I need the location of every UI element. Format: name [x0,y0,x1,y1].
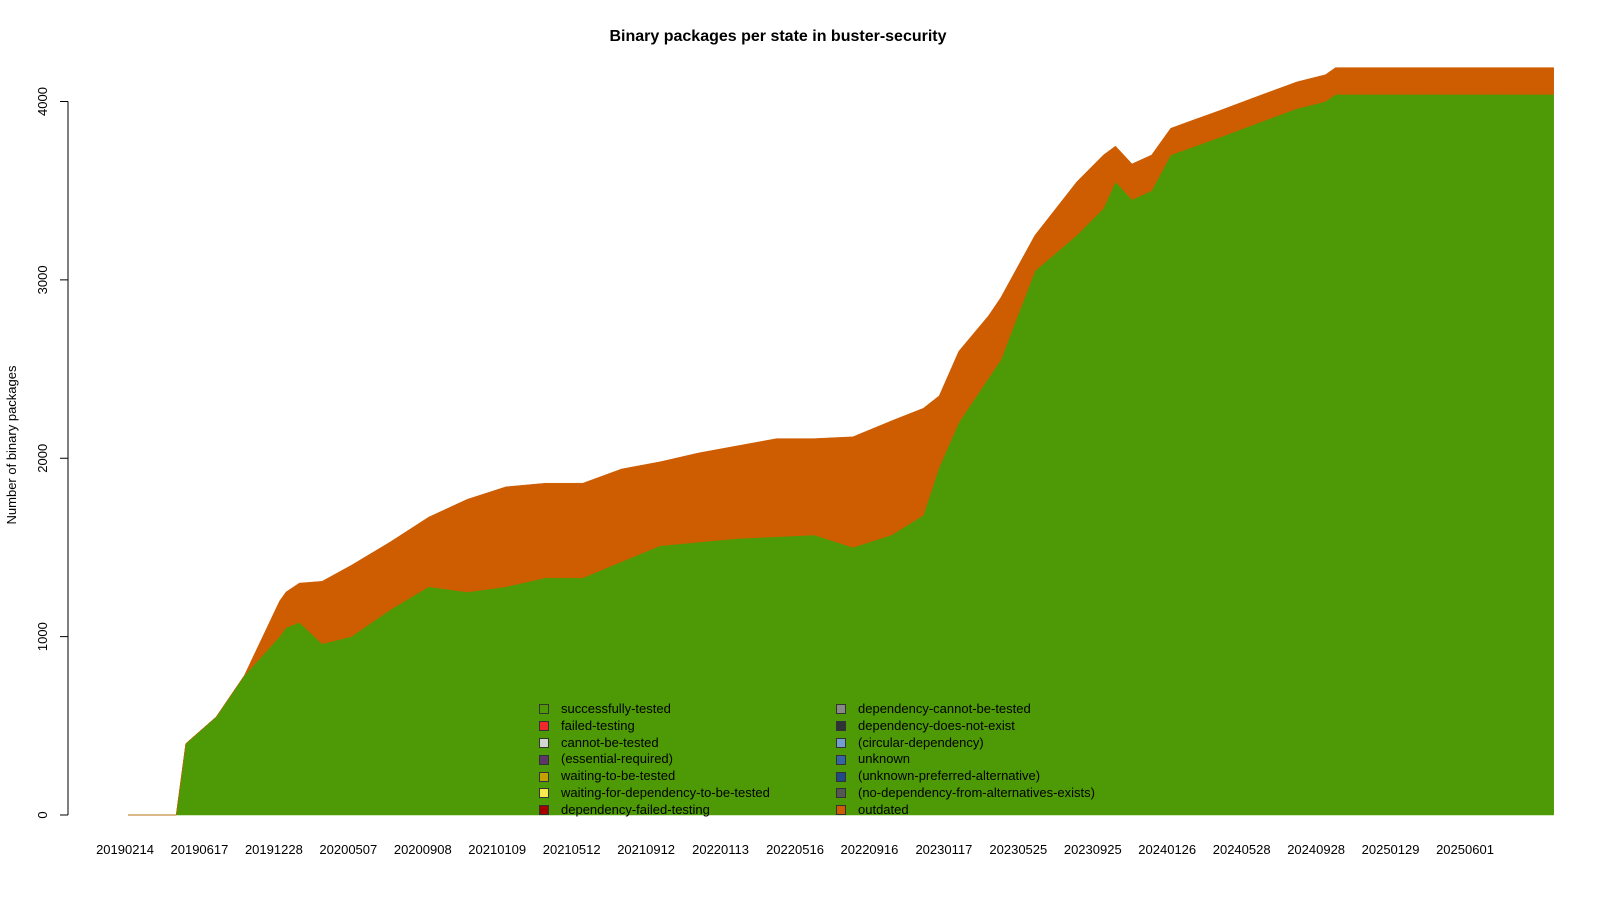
x-tick-label: 20210109 [468,842,526,857]
legend-item: unknown [836,751,1095,768]
x-tick-label: 20220113 [692,842,749,857]
legend-swatch [836,737,846,748]
x-tick-label: 20191228 [245,842,303,857]
legend-label: waiting-to-be-tested [561,768,676,784]
legend-label: waiting-for-dependency-to-be-tested [561,784,770,800]
legend-label: (unknown-preferred-alternative) [858,768,1041,784]
y-tick-label: 2000 [35,444,50,473]
x-tick-label: 20190214 [96,842,154,857]
y-tick-label: 1000 [35,622,50,651]
x-axis: 20190214 20190617 20191228 20200507 20200908… [96,842,1494,857]
legend-item: dependency-cannot-be-tested [836,701,1095,718]
y-tick-label: 0 [35,811,50,818]
x-tick-label: 20240126 [1138,842,1196,857]
legend-swatch [539,771,549,782]
legend-item: (unknown-preferred-alternative) [836,768,1095,785]
x-tick-label: 20230925 [1064,842,1122,857]
x-tick-label: 20240528 [1213,842,1271,857]
x-tick-label: 20190617 [171,842,229,857]
x-tick-label: 20240928 [1287,842,1345,857]
legend-label: (no-dependency-from-alternatives-exists) [858,784,1095,800]
legend-swatch [836,704,846,715]
legend-label: (essential-required) [561,751,673,767]
x-tick-label: 20210912 [617,842,675,857]
x-tick-label: 20250601 [1436,842,1494,857]
legend-swatch [539,721,549,732]
legend-item: successfully-tested [539,701,770,718]
legend-label: successfully-tested [561,701,671,716]
x-tick-label: 20230117 [915,842,972,857]
legend-swatch [836,771,846,782]
legend-item: (circular-dependency) [836,735,1095,752]
legend-column-1: successfully-tested failed-testing cannot-… [539,701,770,819]
legend-label: dependency-failed-testing [561,801,710,817]
x-tick-label: 20220516 [766,842,824,857]
x-tick-label: 20220916 [841,842,899,857]
x-tick-label: 20250129 [1362,842,1420,857]
x-tick-label: 20210512 [543,842,601,857]
plot-area [128,67,1554,816]
legend-swatch [539,704,549,715]
y-tick-label: 4000 [35,87,50,116]
legend-label: dependency-cannot-be-tested [858,701,1031,716]
legend-item: failed-testing [539,718,770,735]
legend-item: (no-dependency-from-alternatives-exists) [836,785,1095,802]
legend-swatch [539,788,549,799]
legend-column-2: dependency-cannot-be-tested dependency-do… [836,701,1095,819]
legend-swatch [836,754,846,765]
legend-label: cannot-be-tested [561,734,659,750]
legend-item: outdated [836,802,1095,819]
legend-swatch [836,721,846,732]
legend-item: dependency-failed-testing [539,802,770,819]
x-tick-label: 20200507 [319,842,377,857]
y-axis: 0 1000 2000 3000 4000 [35,87,69,819]
legend-swatch [836,805,846,816]
legend-swatch [539,754,549,765]
legend-label: unknown [858,751,911,767]
legend-swatch [539,805,549,816]
legend-item: waiting-for-dependency-to-be-tested [539,785,770,802]
y-tick-label: 3000 [35,265,50,294]
legend-label: dependency-does-not-exist [858,717,1015,733]
legend-item: (essential-required) [539,751,770,768]
legend-swatch [539,737,549,748]
legend-label: outdated [858,801,909,817]
legend-item: dependency-does-not-exist [836,718,1095,735]
x-tick-label: 20200908 [394,842,452,857]
area-outdated [128,67,1554,816]
y-axis-label: Number of binary packages [4,365,19,524]
legend-swatch [836,788,846,799]
legend-label: failed-testing [561,717,635,733]
legend-item: cannot-be-tested [539,735,770,752]
legend-label: (circular-dependency) [858,734,984,750]
x-tick-label: 20230525 [989,842,1047,857]
legend-item: waiting-to-be-tested [539,768,770,785]
chart-title: Binary packages per state in buster-secu… [609,28,946,45]
